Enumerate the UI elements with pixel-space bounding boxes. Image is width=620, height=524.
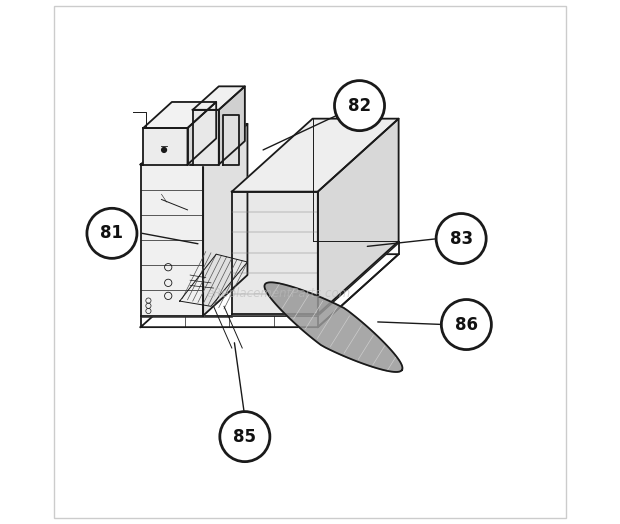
Text: 85: 85 xyxy=(233,428,256,445)
Circle shape xyxy=(335,81,384,130)
Polygon shape xyxy=(143,128,187,165)
Text: 82: 82 xyxy=(348,96,371,115)
Polygon shape xyxy=(219,86,245,165)
Polygon shape xyxy=(193,86,245,110)
Polygon shape xyxy=(141,165,203,315)
Circle shape xyxy=(161,147,167,153)
Polygon shape xyxy=(232,118,399,192)
Text: 83: 83 xyxy=(450,230,472,247)
Polygon shape xyxy=(193,110,219,165)
Circle shape xyxy=(220,411,270,462)
Polygon shape xyxy=(203,124,247,315)
Circle shape xyxy=(441,300,492,350)
Polygon shape xyxy=(143,102,216,128)
Polygon shape xyxy=(141,124,247,165)
Text: 81: 81 xyxy=(100,224,123,242)
Polygon shape xyxy=(265,282,402,372)
Text: 86: 86 xyxy=(455,315,478,334)
Polygon shape xyxy=(223,115,239,165)
Polygon shape xyxy=(187,102,216,165)
Circle shape xyxy=(87,209,137,258)
Text: eReplacementParts.com: eReplacementParts.com xyxy=(206,287,351,300)
Polygon shape xyxy=(318,118,399,314)
Circle shape xyxy=(436,213,486,264)
Polygon shape xyxy=(232,192,318,314)
